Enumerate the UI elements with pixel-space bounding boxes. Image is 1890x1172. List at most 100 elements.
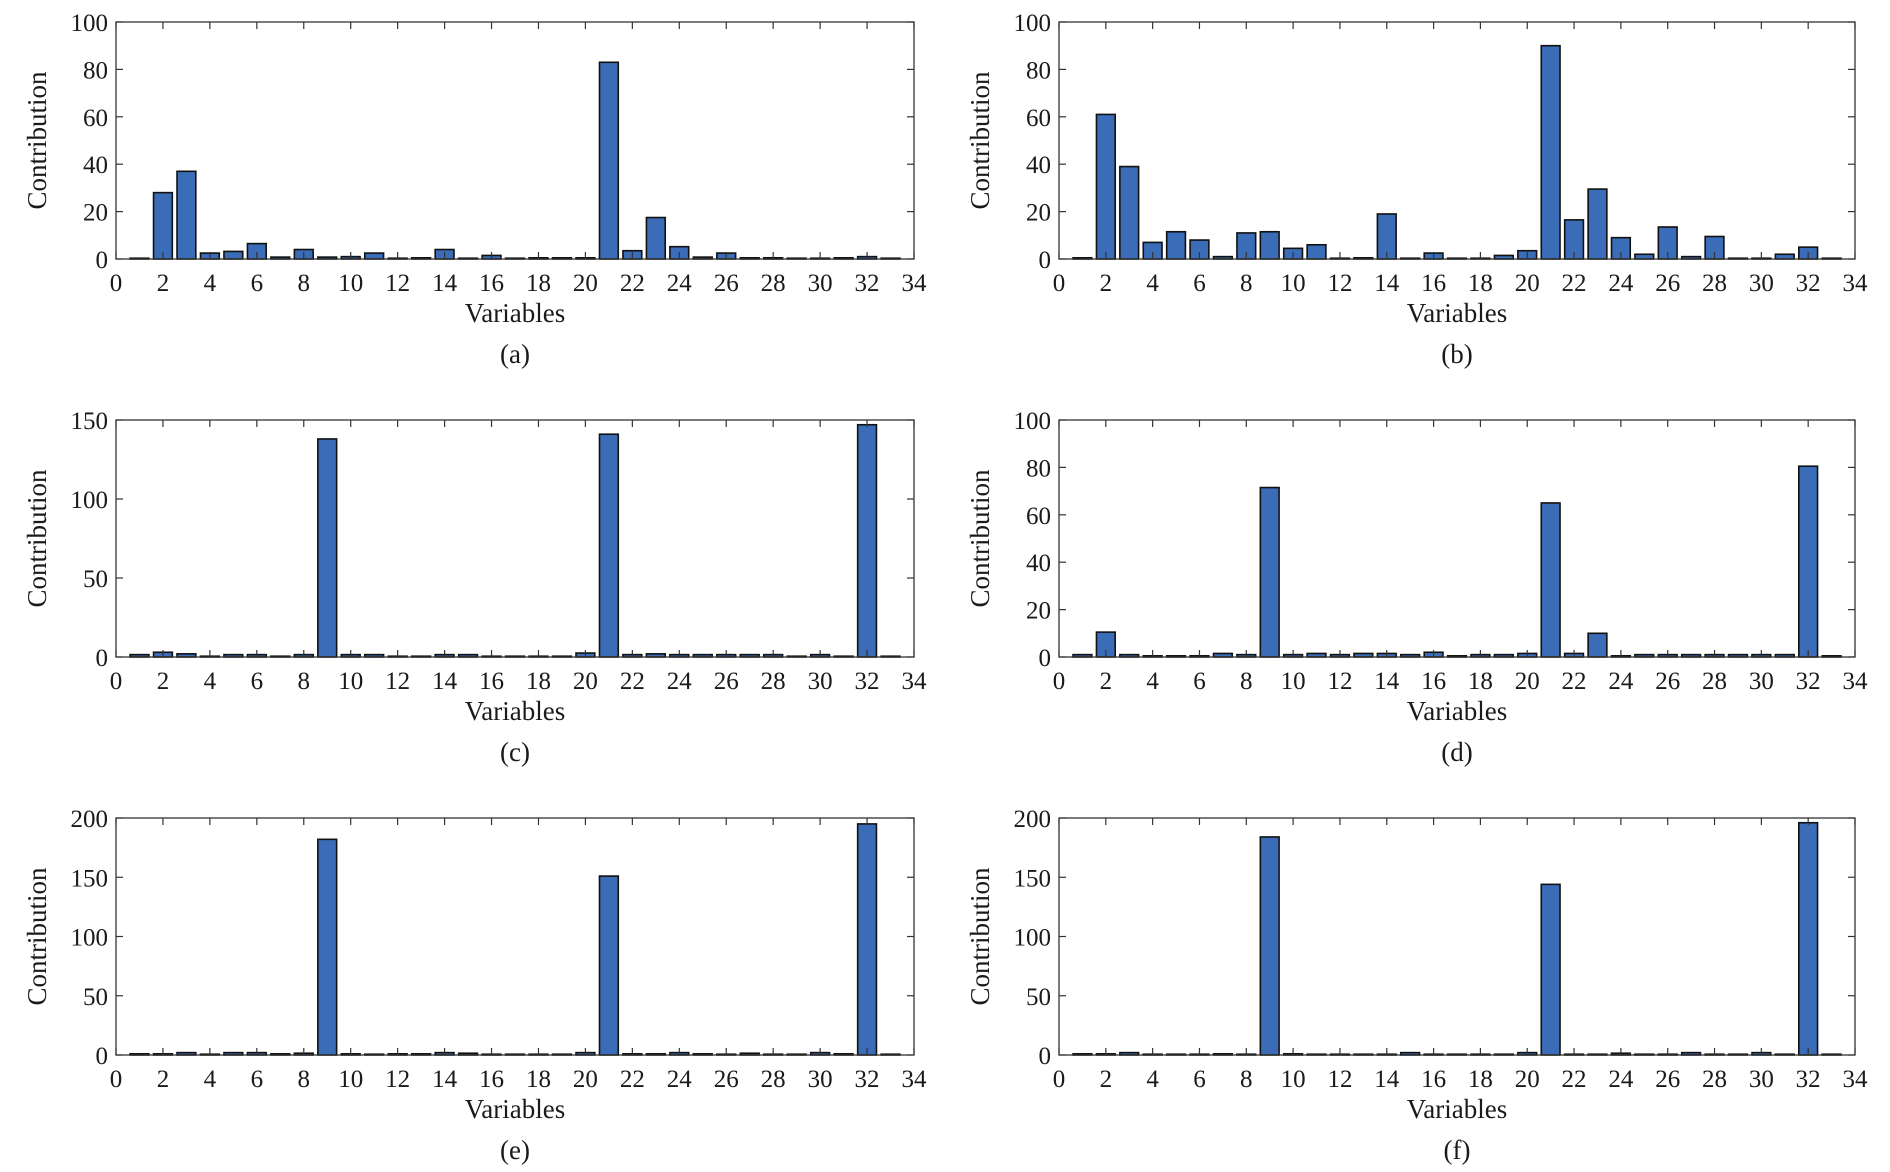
y-tick-label-b-80: 80 bbox=[1026, 57, 1051, 84]
x-tick-label-a-8: 8 bbox=[298, 270, 311, 297]
bar-d-23 bbox=[1587, 632, 1608, 658]
x-tick-label-a-4: 4 bbox=[204, 270, 217, 297]
y-tick-label-d-20: 20 bbox=[1026, 598, 1051, 625]
x-tick-label-c-28: 28 bbox=[761, 668, 786, 695]
x-tick-label-b-6: 6 bbox=[1193, 270, 1206, 297]
x-tick-label-a-22: 22 bbox=[620, 270, 645, 297]
y-tick-label-a-100: 100 bbox=[71, 10, 109, 37]
x-tick-label-e-0: 0 bbox=[110, 1066, 123, 1093]
x-tick-label-d-18: 18 bbox=[1468, 668, 1493, 695]
x-tick-label-a-0: 0 bbox=[110, 270, 123, 297]
x-tick-label-d-26: 26 bbox=[1655, 668, 1680, 695]
bar-b-25 bbox=[1634, 253, 1655, 260]
x-tick-label-d-20: 20 bbox=[1515, 668, 1540, 695]
x-tick-label-a-14: 14 bbox=[432, 270, 458, 297]
x-tick-label-e-32: 32 bbox=[855, 1066, 880, 1093]
bar-c-9 bbox=[317, 438, 338, 658]
panel-caption-d: (d) bbox=[1441, 737, 1472, 767]
x-tick-label-c-12: 12 bbox=[385, 668, 410, 695]
panel-caption-b: (b) bbox=[1441, 339, 1472, 369]
panel-caption-a: (a) bbox=[500, 339, 530, 369]
chart-panel-e: 0 2 4 6 8 10 12 14 16 18 20 22 24 26 28 30 32 34050100150… bbox=[22, 806, 927, 1165]
y-tick-label-e-0: 0 bbox=[96, 1043, 109, 1070]
x-tick-label-b-10: 10 bbox=[1281, 270, 1306, 297]
x-tick-label-b-18: 18 bbox=[1468, 270, 1493, 297]
bar-e-9 bbox=[317, 838, 338, 1056]
y-tick-label-c-150: 150 bbox=[71, 408, 109, 435]
x-tick-label-e-28: 28 bbox=[761, 1066, 786, 1093]
x-tick-label-a-10: 10 bbox=[338, 270, 363, 297]
x-axis-label-b: Variables bbox=[1407, 298, 1507, 328]
bar-c-21 bbox=[598, 433, 620, 658]
y-axis-label-e: Contribution bbox=[22, 867, 52, 1006]
x-tick-label-a-24: 24 bbox=[667, 270, 693, 297]
x-tick-label-e-10: 10 bbox=[338, 1066, 363, 1093]
x-tick-label-b-16: 16 bbox=[1421, 270, 1446, 297]
bar-b-2 bbox=[1095, 113, 1116, 260]
x-tick-label-a-28: 28 bbox=[761, 270, 786, 297]
x-tick-label-d-14: 14 bbox=[1374, 668, 1400, 695]
bar-d-32 bbox=[1798, 465, 1819, 658]
x-tick-label-c-34: 34 bbox=[902, 668, 928, 695]
y-tick-label-b-40: 40 bbox=[1026, 152, 1051, 179]
bar-a-23 bbox=[645, 216, 667, 260]
x-tick-label-f-14: 14 bbox=[1374, 1066, 1400, 1093]
y-tick-label-f-200: 200 bbox=[1014, 806, 1052, 833]
y-axis-label-b: Contribution bbox=[965, 71, 995, 210]
x-tick-label-c-18: 18 bbox=[526, 668, 551, 695]
y-tick-label-a-20: 20 bbox=[83, 200, 108, 227]
x-tick-label-b-12: 12 bbox=[1327, 270, 1352, 297]
x-tick-label-e-2: 2 bbox=[157, 1066, 170, 1093]
chart-panel-c: 0 2 4 6 8 10 12 14 16 18 20 22 24 26 28 30 32 34050100150… bbox=[22, 408, 927, 767]
y-tick-label-f-0: 0 bbox=[1039, 1043, 1052, 1070]
y-tick-label-c-100: 100 bbox=[71, 487, 109, 514]
axes-frame-d bbox=[1058, 419, 1856, 658]
y-axis-label-d: Contribution bbox=[965, 469, 995, 608]
x-tick-label-b-2: 2 bbox=[1100, 270, 1113, 297]
x-tick-label-c-14: 14 bbox=[432, 668, 458, 695]
panel-caption-e: (e) bbox=[500, 1135, 530, 1165]
y-tick-label-a-40: 40 bbox=[83, 152, 108, 179]
bar-b-11 bbox=[1306, 243, 1327, 260]
y-tick-label-a-80: 80 bbox=[83, 57, 108, 84]
x-tick-label-e-20: 20 bbox=[573, 1066, 598, 1093]
y-tick-label-f-50: 50 bbox=[1026, 984, 1051, 1011]
x-tick-label-b-30: 30 bbox=[1749, 270, 1774, 297]
bar-d-21 bbox=[1540, 502, 1561, 658]
y-tick-label-f-100: 100 bbox=[1014, 925, 1052, 952]
x-tick-label-e-6: 6 bbox=[251, 1066, 264, 1093]
y-tick-label-e-200: 200 bbox=[71, 806, 109, 833]
x-tick-label-a-12: 12 bbox=[385, 270, 410, 297]
x-tick-label-b-0: 0 bbox=[1053, 270, 1066, 297]
y-axis-label-a: Contribution bbox=[22, 71, 52, 210]
x-tick-label-f-30: 30 bbox=[1749, 1066, 1774, 1093]
x-tick-label-d-30: 30 bbox=[1749, 668, 1774, 695]
x-tick-label-f-22: 22 bbox=[1562, 1066, 1587, 1093]
x-axis-label-a: Variables bbox=[465, 298, 565, 328]
x-tick-label-b-24: 24 bbox=[1608, 270, 1634, 297]
x-tick-label-f-2: 2 bbox=[1100, 1066, 1113, 1093]
y-tick-label-e-150: 150 bbox=[71, 865, 109, 892]
y-tick-label-d-40: 40 bbox=[1026, 550, 1051, 577]
chart-panel-b: 0 2 4 6 8 10 12 14 16 18 20 22 24 26 28 30 32 34020406080… bbox=[965, 10, 1868, 369]
bar-f-9 bbox=[1259, 836, 1280, 1056]
bar-c-32 bbox=[856, 423, 878, 658]
x-tick-label-b-34: 34 bbox=[1843, 270, 1869, 297]
x-tick-label-d-10: 10 bbox=[1281, 668, 1306, 695]
x-tick-label-c-32: 32 bbox=[855, 668, 880, 695]
x-tick-label-c-30: 30 bbox=[808, 668, 833, 695]
x-tick-label-d-32: 32 bbox=[1796, 668, 1821, 695]
x-tick-label-a-30: 30 bbox=[808, 270, 833, 297]
x-tick-label-e-12: 12 bbox=[385, 1066, 410, 1093]
x-tick-label-c-20: 20 bbox=[573, 668, 598, 695]
x-tick-label-f-0: 0 bbox=[1053, 1066, 1066, 1093]
x-tick-label-d-6: 6 bbox=[1193, 668, 1206, 695]
x-tick-label-f-18: 18 bbox=[1468, 1066, 1493, 1093]
x-tick-label-a-34: 34 bbox=[902, 270, 928, 297]
x-tick-label-d-22: 22 bbox=[1562, 668, 1587, 695]
x-tick-label-a-18: 18 bbox=[526, 270, 551, 297]
x-tick-label-d-16: 16 bbox=[1421, 668, 1446, 695]
x-tick-label-c-10: 10 bbox=[338, 668, 363, 695]
